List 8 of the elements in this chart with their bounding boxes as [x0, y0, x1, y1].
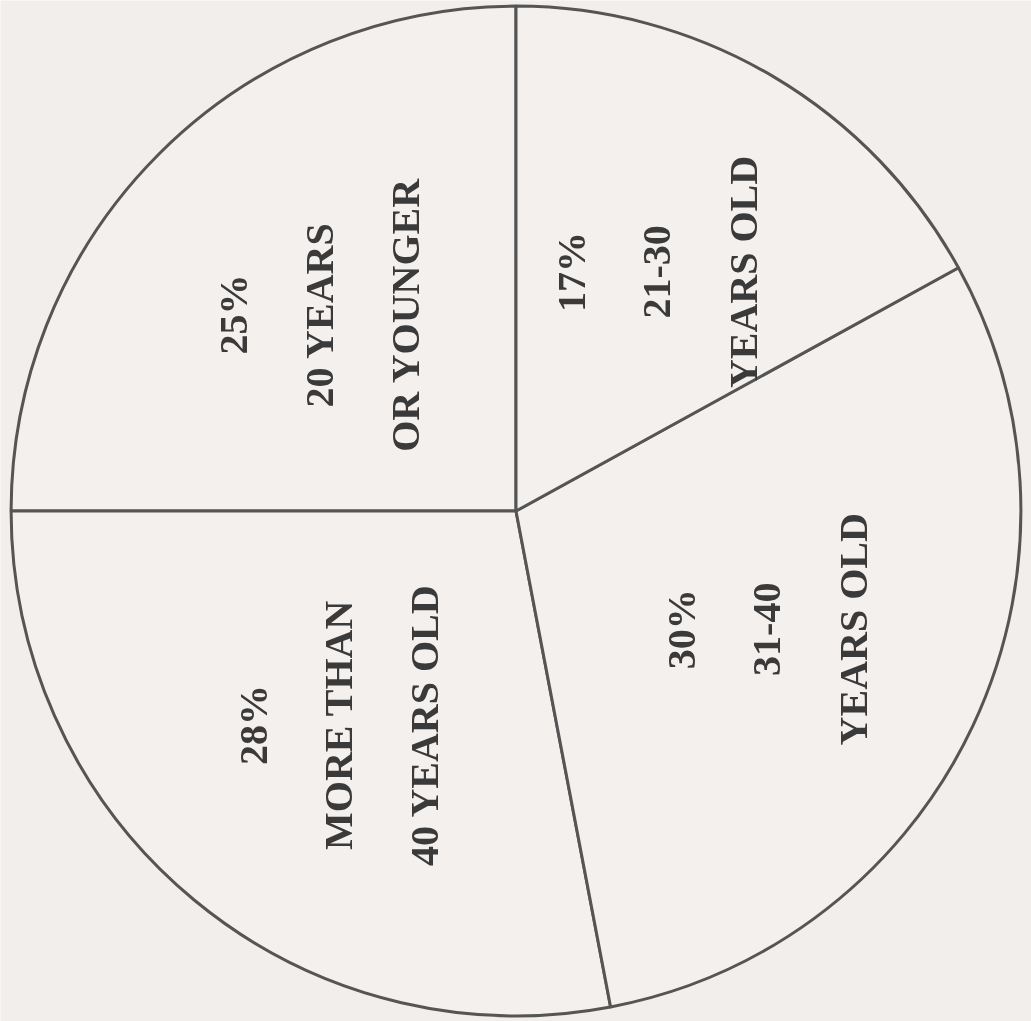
slice-label: 31-40 YEARS OLD [744, 513, 876, 746]
slice-label: 20 YEARS OR YOUNGER [297, 177, 428, 452]
data-label: 30% [658, 589, 704, 670]
slice-label: 21-30 YEARS OLD [634, 155, 766, 389]
data-label: 28% [230, 684, 276, 765]
data-label: 25% [211, 274, 257, 355]
data-label: 17% [549, 231, 595, 312]
slice-label: MORE THAN 40 YEARS OLD [316, 585, 448, 867]
